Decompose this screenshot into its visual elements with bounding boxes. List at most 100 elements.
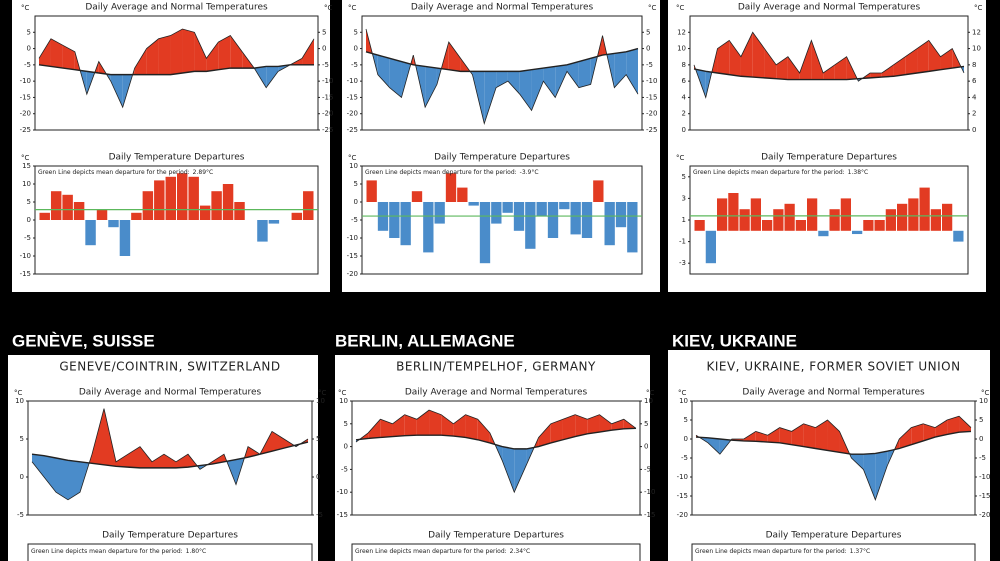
bar [570,202,581,235]
bar [739,209,750,231]
y-tick-label: -5 [979,454,986,462]
anomaly-fill [158,35,171,75]
anomaly-fill [834,56,847,80]
note-text: Green Line depicts mean departure for th… [355,548,507,555]
anomaly-fill [599,414,612,433]
chart-title: Daily Average and Normal Temperatures [738,3,921,13]
y-axis-label: °C [678,389,687,397]
y-axis-label: °C [21,154,30,162]
y-tick-label: -5 [351,61,358,69]
anomaly-fill [266,66,279,88]
anomaly-fill [811,40,824,80]
anomaly-fill [823,64,835,80]
y-tick-label: 10 [15,397,24,405]
y-tick-label: 10 [644,397,653,405]
plot-frame [691,543,976,561]
y-axis-label: °C [676,154,685,162]
y-tick-label: 5 [27,28,31,36]
departure-note: Green Line depicts mean departure for th… [693,169,868,176]
anomaly-fill [465,414,478,440]
anomaly-fill [562,414,576,440]
departure-note: Green Line depicts mean departure for th… [695,548,870,555]
anomaly-fill [959,416,971,433]
y-tick-label: 0 [27,45,31,53]
y-tick-label: 4 [682,93,687,101]
departure-note: Green Line depicts mean departure for th… [38,169,213,176]
note-text: Green Line depicts mean departure for th… [31,548,183,555]
anomaly-fill [729,40,741,77]
plot-frame [361,15,643,131]
daily-line [693,31,965,99]
anomaly-fill [917,40,929,73]
y-tick-label: -25 [347,126,358,134]
bar [930,209,941,231]
y-tick-label: 5 [322,28,326,36]
bar [491,202,502,224]
anomaly-fill [881,64,894,78]
daily-line [355,409,637,494]
anomaly-fill [182,29,195,73]
y-tick-label: 1 [682,216,686,224]
bar [211,191,222,220]
station-title: BERLIN/TEMPELHOF, GERMANY [396,360,596,374]
bar [840,198,851,231]
bar [942,203,953,231]
bar [728,193,739,231]
daily-line [695,415,972,501]
y-tick-label: 5 [646,28,650,36]
panel [342,0,660,292]
y-tick-label: -20 [347,270,358,278]
y-tick-label: -25 [646,126,657,134]
y-tick-label: 5 [979,416,983,424]
bar [874,220,885,231]
anomaly-fill [62,45,75,70]
y-tick-label: -15 [347,252,358,260]
anomaly-fill [575,414,588,437]
anomaly-fill [441,414,454,437]
bar [165,176,176,220]
mean-label: 2.89°C [193,169,214,176]
y-tick-label: 3 [682,194,686,202]
bar [257,220,268,242]
bar [773,209,784,231]
anomaly-fill [134,48,147,75]
mean-label: 2.34°C [510,548,531,555]
chart-title: Daily Temperature Departures [434,153,570,163]
y-tick-label: 15 [22,162,31,170]
y-tick-label: -5 [646,61,653,69]
departure-note: Green Line depicts mean departure for th… [31,548,206,555]
anomaly-fill [302,38,314,65]
anomaly-fill [56,458,68,500]
anomaly-fill [543,66,556,98]
y-tick-label: -15 [644,511,655,519]
anomaly-fill [170,29,183,75]
plot-frame [34,15,319,131]
y-tick-label: -10 [644,488,655,496]
bar [581,202,593,238]
mean-label: 1.37°C [850,548,871,555]
y-tick-label: -15 [979,492,990,500]
daily-line [365,28,639,125]
bar [919,187,930,231]
bar [705,230,716,264]
y-tick-label: 5 [316,435,320,443]
y-tick-label: 10 [339,397,348,405]
bar [627,202,638,253]
y-tick-label: 10 [316,397,325,405]
y-tick-label: 0 [644,443,648,451]
plot-frame [27,543,313,561]
y-tick-label: -10 [347,77,358,85]
chart-title: Daily Average and Normal Temperatures [79,388,262,398]
y-tick-label: -5 [24,61,31,69]
bar [593,180,604,202]
anomaly-fill [578,58,591,88]
plot-frame [351,543,641,561]
chart-title: Daily Average and Normal Temperatures [742,388,925,398]
bar [119,220,131,256]
y-tick-label: -5 [644,465,651,473]
chart-title: Daily Temperature Departures [761,153,897,163]
y-tick-label: -15 [337,511,348,519]
bar [177,173,188,220]
anomaly-fill [496,71,508,88]
anomaly-fill [764,48,777,79]
